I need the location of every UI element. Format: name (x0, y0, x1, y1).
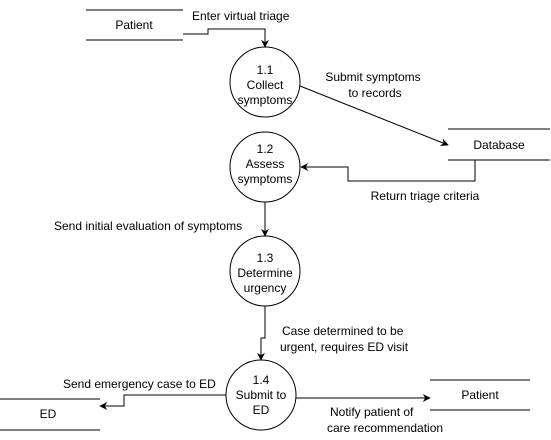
flow-label: Send emergency case to ED (63, 377, 216, 391)
entity-label: ED (40, 407, 57, 421)
flow-label-line: Notify patient of (330, 405, 414, 419)
process-label-line: symptoms (238, 93, 293, 107)
store-database[interactable]: Database (448, 128, 550, 161)
process-number: 1.3 (257, 251, 274, 265)
flow-arrow (183, 28, 269, 48)
process-number: 1.1 (257, 63, 274, 77)
process-label-line: Collect (247, 78, 284, 92)
process-label-line: Determine (237, 266, 293, 280)
process-number: 1.2 (257, 142, 274, 156)
process-label-line: symptoms (238, 172, 293, 186)
process-assess-symptoms[interactable]: 1.2 Assess symptoms (229, 131, 301, 203)
entity-ed[interactable]: ED (0, 398, 100, 431)
process-determine-urgency[interactable]: 1.3 Determine urgency (229, 235, 301, 307)
flow-notify-patient[interactable]: Notify patient of care recommendation (296, 394, 443, 435)
process-submit-to-ed[interactable]: 1.4 Submit to ED (225, 359, 297, 431)
process-label-line: Assess (246, 157, 285, 171)
flow-label: Send initial evaluation of symptoms (54, 219, 242, 233)
flow-submit-symptoms[interactable]: Submit symptoms to records (299, 70, 449, 147)
process-label-line: ED (253, 403, 270, 417)
process-collect-symptoms[interactable]: 1.1 Collect symptoms (229, 46, 301, 118)
entity-label: Patient (461, 388, 499, 402)
flow-arrow (300, 160, 476, 182)
flow-label-line: care recommendation (327, 421, 443, 435)
flow-arrow (257, 306, 266, 361)
process-label-line: Submit to (236, 388, 287, 402)
flow-label-line: Case determined to be (282, 324, 404, 338)
flow-arrow (99, 394, 226, 410)
flow-enter-virtual-triage[interactable]: Enter virtual triage (183, 9, 290, 48)
flow-label-line: urgent, requires ED visit (280, 340, 409, 354)
flow-send-initial-evaluation[interactable]: Send initial evaluation of symptoms (54, 202, 269, 237)
store-label: Database (473, 138, 525, 152)
flow-arrow (299, 85, 449, 147)
process-label-line: urgency (244, 281, 287, 295)
flow-label: Enter virtual triage (192, 9, 290, 23)
flow-send-emergency-case[interactable]: Send emergency case to ED (63, 377, 226, 410)
flow-case-determined-urgent[interactable]: Case determined to be urgent, requires E… (257, 306, 409, 361)
entity-patient-bottom[interactable]: Patient (430, 379, 530, 411)
flow-return-triage-criteria[interactable]: Return triage criteria (300, 160, 480, 203)
flow-label-line: to records (348, 86, 401, 100)
flow-label-line: Submit symptoms (325, 70, 420, 84)
process-number: 1.4 (253, 373, 270, 387)
entity-patient-top[interactable]: Patient (86, 9, 183, 41)
flow-label: Return triage criteria (371, 189, 480, 203)
entity-label: Patient (115, 18, 153, 32)
